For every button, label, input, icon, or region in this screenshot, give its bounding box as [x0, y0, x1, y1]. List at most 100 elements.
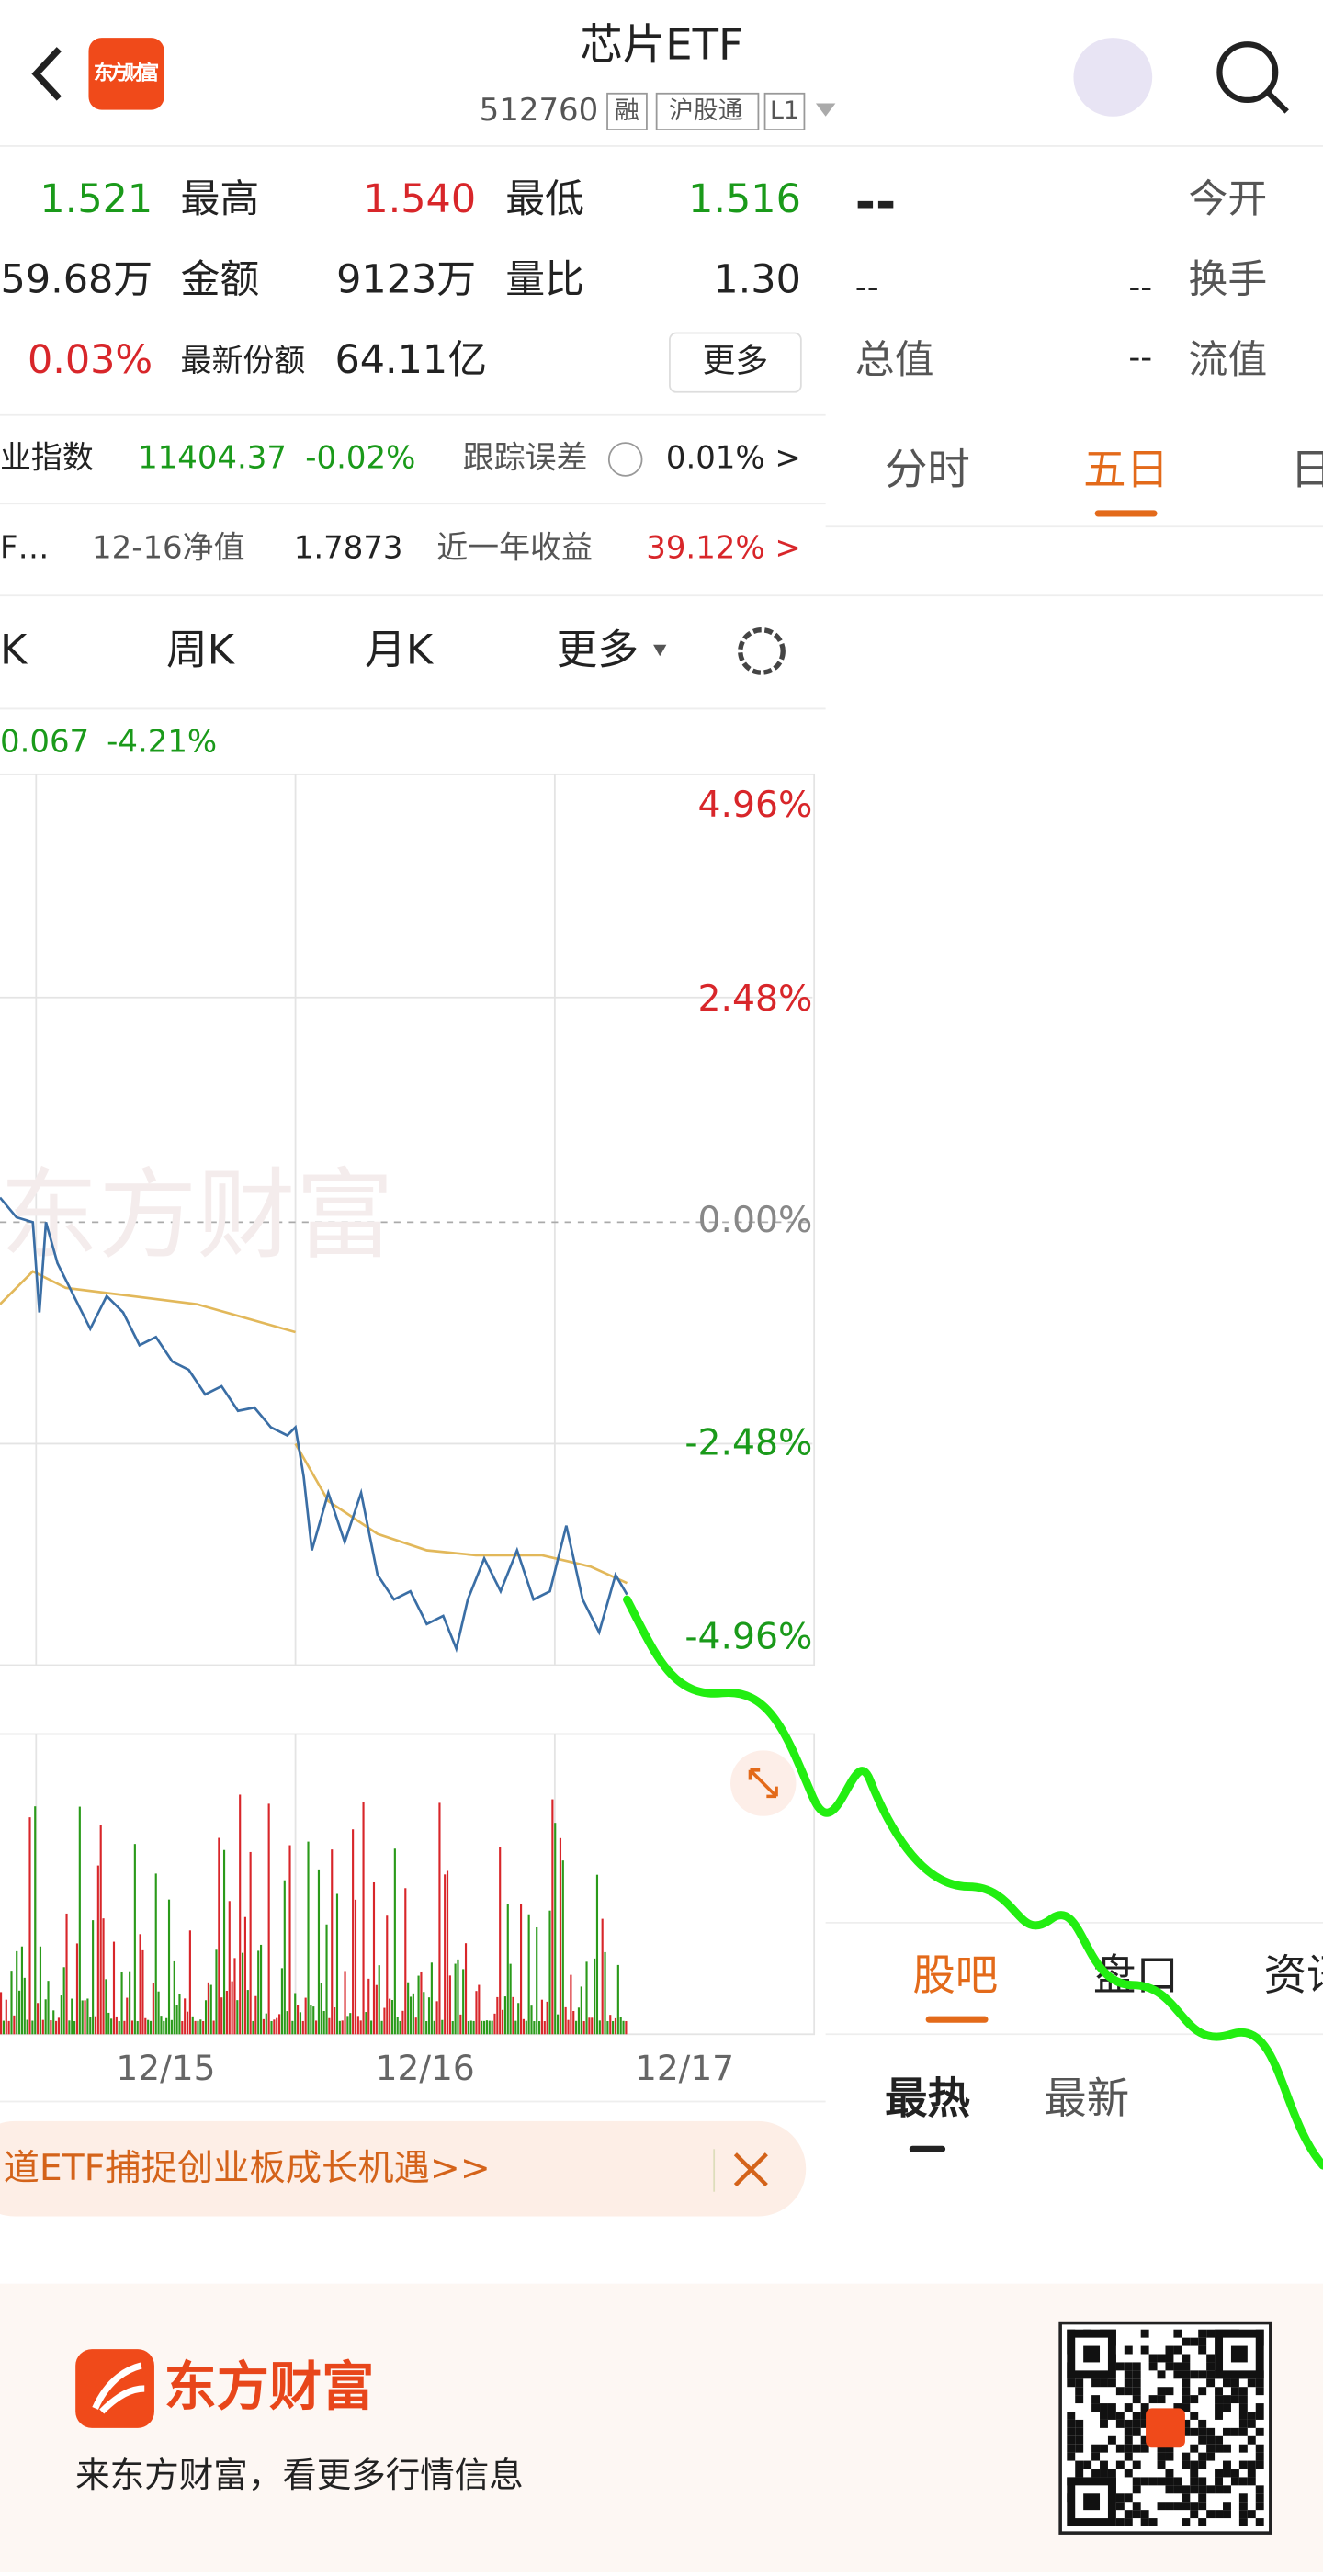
- quote: 总值: [855, 337, 934, 383]
- shape: [1107, 2435, 1116, 2445]
- shape: [1198, 2329, 1207, 2338]
- shape: [1238, 2444, 1248, 2453]
- index-row: 业指数: [0, 441, 94, 477]
- shape: [425, 2021, 428, 2035]
- shape: [459, 2014, 462, 2035]
- shape: [276, 2017, 278, 2035]
- index-row[interactable]: 0.01% >: [666, 441, 801, 477]
- shape: [598, 2020, 601, 2035]
- shape: [84, 2000, 86, 2035]
- shape: [186, 2011, 189, 2035]
- shape: [420, 1971, 423, 2035]
- shape: [1075, 2378, 1084, 2388]
- shape: [1255, 2460, 1264, 2469]
- shape: [488, 2020, 491, 2035]
- shape: [1190, 2502, 1199, 2511]
- shape: [564, 2006, 567, 2035]
- nav-row[interactable]: 39.12% >: [646, 531, 801, 567]
- help-icon[interactable]: [607, 442, 643, 477]
- shape: [543, 2020, 546, 2035]
- shape: [1148, 2354, 1158, 2363]
- banner-text[interactable]: 道ETF捕捉创业板成长机遇>>: [4, 2148, 491, 2189]
- shape: [1230, 2427, 1239, 2436]
- shape: [1190, 2510, 1199, 2519]
- shape: [609, 2015, 612, 2035]
- avatar[interactable]: [1073, 38, 1153, 117]
- shape: [1223, 2485, 1231, 2494]
- shape: [514, 2020, 517, 2035]
- shape: [194, 2020, 197, 2035]
- shape: [464, 1943, 468, 2035]
- shape: [1157, 2502, 1166, 2511]
- shape: [344, 1971, 346, 2035]
- chart-tab[interactable]: K: [0, 627, 28, 674]
- nav-row: 12-16净值: [92, 531, 244, 567]
- quote: 0.03%: [28, 337, 153, 383]
- side-tab-active[interactable]: 股吧: [912, 1950, 998, 2000]
- shape: [215, 1949, 218, 2035]
- shape: [409, 1996, 413, 2035]
- shape: [485, 2020, 488, 2035]
- shape: [482, 2020, 486, 2035]
- shape: [1165, 2485, 1174, 2494]
- time-tab[interactable]: 分时: [885, 445, 970, 494]
- chart-tab[interactable]: 月K: [365, 627, 435, 674]
- shape: [601, 1918, 604, 2035]
- shape: [1067, 2419, 1076, 2428]
- more-button-label[interactable]: 更多: [703, 343, 768, 380]
- quote: 59.68万: [1, 257, 153, 303]
- shape: [278, 2014, 281, 2035]
- shape: [414, 2017, 417, 2035]
- more-button[interactable]: [669, 332, 802, 393]
- time-tab-active[interactable]: 五日: [1083, 445, 1169, 494]
- quote: 今开: [1189, 176, 1268, 222]
- shape: [1100, 2419, 1108, 2428]
- shape: [239, 1794, 242, 2035]
- annotation-stroke: [623, 1595, 1323, 2170]
- shape: [1198, 2419, 1207, 2428]
- search[interactable]: [1216, 41, 1279, 104]
- quote: 1.516: [688, 176, 801, 222]
- close-banner[interactable]: [733, 2152, 768, 2187]
- shape: [110, 2018, 113, 2035]
- info: 0.067: [0, 724, 89, 760]
- banner[interactable]: [0, 2120, 807, 2217]
- shape: [1157, 2395, 1166, 2404]
- shape: [572, 2010, 575, 2035]
- shape: [1198, 2518, 1207, 2526]
- shape: [139, 1934, 141, 2035]
- quote: --: [855, 268, 879, 306]
- chart-tab[interactable]: 周K: [166, 627, 236, 674]
- back-button[interactable]: [31, 47, 62, 101]
- shape: [1238, 2419, 1248, 2428]
- shape: [160, 2016, 163, 2035]
- shape: [1091, 2378, 1101, 2388]
- shape: [1132, 2460, 1141, 2469]
- settings[interactable]: [738, 627, 786, 675]
- side-tab[interactable]: 资讯: [1264, 1950, 1323, 2000]
- shape: [10, 1971, 13, 2035]
- shape: [444, 1874, 447, 2035]
- shape: [89, 2017, 92, 2035]
- footer-brand: 东方财富: [164, 2356, 375, 2417]
- shape: [1223, 2378, 1231, 2388]
- shape: [2, 2020, 6, 2035]
- shape: [1182, 2378, 1191, 2388]
- shape: [454, 1963, 457, 2035]
- quote: 1.521: [40, 176, 153, 222]
- shape: [1255, 2387, 1264, 2396]
- time-tab[interactable]: 日: [1290, 445, 1323, 494]
- shape: [401, 2010, 404, 2035]
- shape: [386, 1915, 389, 2035]
- shape: [1075, 2395, 1084, 2404]
- sub-tab[interactable]: 最新: [1044, 2073, 1129, 2123]
- shape: [55, 2020, 58, 2035]
- tag: 融: [615, 96, 639, 125]
- shape: [1132, 2419, 1141, 2428]
- chart-tab[interactable]: 更多: [557, 627, 639, 674]
- dropdown[interactable]: [815, 103, 836, 117]
- shape: [1100, 2378, 1108, 2388]
- shape: [222, 1849, 226, 2035]
- sub-tab-active[interactable]: 最热: [885, 2073, 970, 2123]
- shape: [65, 1913, 68, 2035]
